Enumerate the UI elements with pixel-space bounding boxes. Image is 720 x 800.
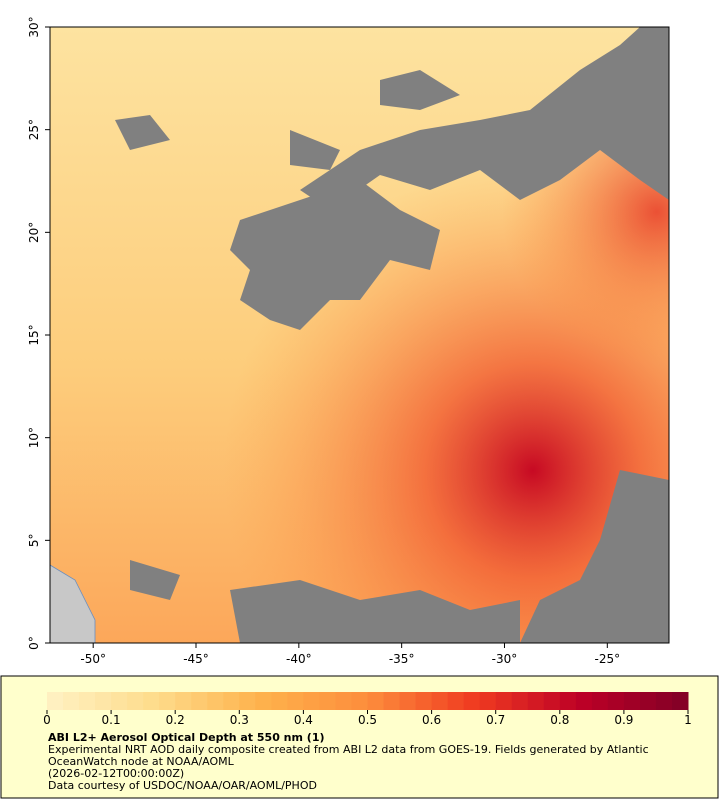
- colorbar-cell: [495, 692, 513, 710]
- colorbar-cell: [671, 692, 689, 710]
- colorbar-cell: [319, 692, 336, 710]
- colorbar-cell: [591, 692, 609, 710]
- colorbar-cell: [527, 692, 545, 710]
- colorbar-cell: [623, 692, 641, 710]
- colorbar-cell: [511, 692, 529, 710]
- colorbar-cell: [479, 692, 497, 710]
- lon-tick-label: -40°: [286, 652, 312, 666]
- colorbar-cell: [79, 692, 96, 710]
- colorbar-cell: [239, 692, 256, 710]
- lon-tick-label: -35°: [389, 652, 415, 666]
- colorbar-tick-label: 0.5: [358, 713, 377, 727]
- colorbar-cell: [223, 692, 240, 710]
- colorbar-cell: [303, 692, 320, 710]
- colorbar-tick-label: 0.6: [422, 713, 441, 727]
- caption-description: Experimental NRT AOD daily composite cre…: [48, 743, 649, 768]
- colorbar-cell: [463, 692, 481, 710]
- map-axes: -50° -45° -40° -35° -30° -25° 0° 5° 10° 15° 20° 25°…: [27, 16, 620, 666]
- colorbar-cell: [559, 692, 577, 710]
- lat-tick-label: 15°: [27, 324, 41, 345]
- colorbar-tick-label: 0.2: [166, 713, 185, 727]
- lon-tick-label: -50°: [80, 652, 106, 666]
- colorbar-cell: [95, 692, 112, 710]
- caption-title: ABI L2+ Aerosol Optical Depth at 550 nm …: [48, 731, 325, 744]
- colorbar-tick-label: 0.4: [294, 713, 313, 727]
- colorbar-cell: [607, 692, 625, 710]
- colorbar-cell: [351, 692, 368, 710]
- colorbar-cell: [63, 692, 80, 710]
- colorbar-cell: [287, 692, 304, 710]
- colorbar-cell: [415, 692, 433, 710]
- colorbar-cell: [255, 692, 272, 710]
- lon-tick-label: -30°: [492, 652, 518, 666]
- colorbar-cell: [431, 692, 449, 710]
- map-area: [49, 26, 670, 644]
- colorbar-tick-label: 0.7: [486, 713, 505, 727]
- colorbar-cell: [655, 692, 673, 710]
- colorbar-cell: [575, 692, 593, 710]
- colorbar-cell: [111, 692, 128, 710]
- colorbar-cell: [47, 692, 64, 710]
- colorbar-cell: [447, 692, 465, 710]
- caption-credit: Data courtesy of USDOC/NOAA/OAR/AOML/PHO…: [48, 779, 317, 792]
- colorbar-tick-label: 0.8: [550, 713, 569, 727]
- caption: ABI L2+ Aerosol Optical Depth at 550 nm …: [48, 732, 688, 792]
- colorbar-tick-label: 0.9: [614, 713, 633, 727]
- colorbar-tick-label: 0: [43, 713, 51, 727]
- colorbar-cell: [191, 692, 208, 710]
- colorbar-cell: [143, 692, 160, 710]
- lat-tick-label: 25°: [27, 119, 41, 140]
- colorbar-cell: [383, 692, 401, 710]
- colorbar-cell: [639, 692, 657, 710]
- lat-tick-label: 20°: [27, 222, 41, 243]
- colorbar: 0 0.1 0.2 0.3 0.4 0.5 0.6 0.7 0.8 0.9 1: [43, 692, 692, 727]
- caption-timestamp: (2026-02-12T00:00:00Z): [48, 767, 185, 780]
- colorbar-cell: [159, 692, 176, 710]
- colorbar-cell: [399, 692, 417, 710]
- lat-tick-label: 0°: [27, 636, 41, 650]
- colorbar-cell: [175, 692, 192, 710]
- colorbar-cell: [543, 692, 561, 710]
- lon-tick-label: -45°: [183, 652, 209, 666]
- lon-tick-label: -25°: [595, 652, 621, 666]
- colorbar-cell: [207, 692, 224, 710]
- colorbar-cell: [127, 692, 144, 710]
- lat-tick-label: 10°: [27, 427, 41, 448]
- colorbar-tick-label: 0.1: [102, 713, 121, 727]
- colorbar-tick-label: 1: [684, 713, 692, 727]
- colorbar-tick-label: 0.3: [230, 713, 249, 727]
- no-data-areas: [115, 27, 669, 643]
- lat-tick-label: 30°: [27, 16, 41, 37]
- colorbar-cell: [367, 692, 385, 710]
- lat-tick-label: 5°: [27, 534, 41, 548]
- colorbar-cell: [271, 692, 288, 710]
- colorbar-cell: [335, 692, 352, 710]
